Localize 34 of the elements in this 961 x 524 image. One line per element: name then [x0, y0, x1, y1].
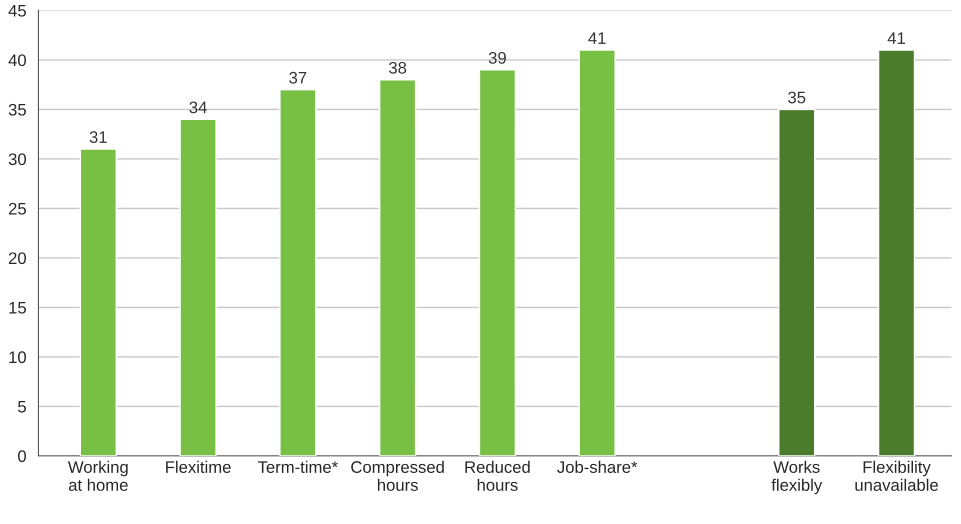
- x-tick-label: Flexitime: [166, 460, 231, 473]
- data-label: 34: [189, 101, 207, 114]
- y-tick-label: 5: [18, 400, 26, 413]
- data-label: 37: [289, 72, 306, 84]
- bar: [478, 69, 516, 456]
- y-tick-label: 40: [8, 54, 26, 66]
- bar: [179, 118, 217, 456]
- x-tick-label: Works flexibly: [772, 460, 822, 494]
- data-label: 35: [788, 92, 806, 104]
- bar: [80, 148, 117, 456]
- y-tick-label: 15: [9, 302, 26, 314]
- bar: [378, 79, 416, 456]
- x-tick-label: Term-time*: [258, 460, 338, 473]
- bar: [578, 49, 616, 456]
- x-tick-label: Reduced hours: [465, 460, 530, 491]
- x-tick-label: Job-share*: [557, 460, 638, 473]
- bar: [778, 108, 816, 456]
- y-tick-label: 0: [18, 450, 26, 462]
- y-tick-label: 35: [8, 104, 26, 116]
- data-label: 31: [90, 131, 107, 143]
- y-tick-label: 45: [8, 5, 26, 17]
- y-tick-label: 10: [9, 351, 26, 364]
- y-tick-label: 30: [8, 153, 26, 166]
- bar: [279, 88, 317, 456]
- x-tick-label: Working at home: [68, 460, 128, 491]
- x-tick-label: Flexibility unavailable: [855, 460, 938, 491]
- data-label: 39: [488, 52, 506, 64]
- y-tick-label: 25: [8, 202, 26, 215]
- data-label: 41: [888, 32, 905, 44]
- data-label: 41: [588, 32, 606, 44]
- y-tick-label: 20: [8, 252, 26, 264]
- bar: [878, 49, 916, 456]
- data-label: 38: [389, 62, 406, 74]
- x-tick-label: Compressed hours: [351, 460, 444, 491]
